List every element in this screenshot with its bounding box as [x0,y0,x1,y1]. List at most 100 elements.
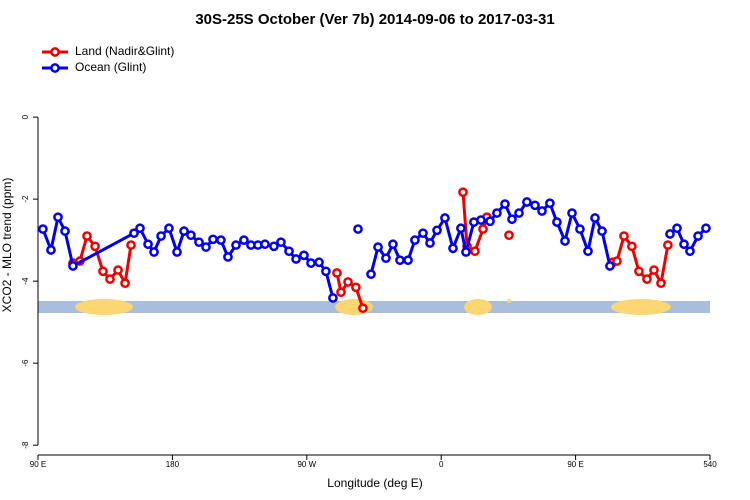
data-point [105,274,115,284]
data-point [530,200,540,211]
data-point [642,274,652,284]
data-point [38,224,48,234]
data-point [353,224,363,234]
data-point [634,266,644,277]
land-band [38,299,710,315]
data-point [223,252,233,262]
y-tick-label: -6 [21,359,30,367]
data-point [46,245,56,255]
data-point [410,235,420,245]
data-point [201,242,211,252]
data-point [627,241,637,252]
data-point [269,241,279,252]
data-point [514,208,524,218]
data-point [470,246,480,257]
data-point [260,239,270,250]
data-point [284,246,294,257]
data-point [366,269,376,280]
data-point [314,257,324,268]
data-point [693,231,703,241]
x-tick-label: 0 [439,460,444,469]
data-point [291,254,301,264]
y-axis-label: XCO2 - MLO trend (ppm) [0,178,14,313]
y-tick-label: -8 [21,441,30,449]
data-point [403,255,413,266]
data-point [216,235,226,245]
x-tick-label: 90 E [567,460,583,469]
data-point [149,247,159,257]
data-point [60,226,70,236]
x-tick-label: 90 W [297,460,316,469]
data-point [418,228,428,239]
data-point [306,258,316,268]
data-point [500,199,510,209]
data-point [164,223,174,234]
data-point [545,198,555,209]
data-point [456,223,466,234]
data-point [665,229,675,239]
data-point [583,246,593,257]
data-point [208,234,218,245]
data-point [672,223,682,234]
data-point [504,230,514,241]
data-point [351,282,361,293]
chart-title: 30S-25S October (Ver 7b) 2014-09-06 to 2… [195,11,554,28]
data-point [685,246,695,257]
data-point [649,265,659,275]
series [38,197,711,303]
data-point [395,255,405,266]
land-patch [611,299,671,315]
land-patch [464,299,492,315]
data-point [679,239,689,250]
data-point [239,235,249,245]
data-point [567,208,577,218]
data-point [299,250,309,261]
data-point [492,208,502,218]
data-point [135,223,145,234]
land-patch [75,299,133,315]
legend-label: Land (Nadir&Glint) [75,44,174,58]
data-point [537,206,547,216]
data-point [485,216,495,227]
data-point [605,261,615,271]
data-point [126,240,136,250]
data-point [522,197,532,207]
data-point [194,237,204,248]
data-point [156,231,166,241]
data-point [425,238,435,248]
data-point [68,261,78,271]
data-point [98,266,108,277]
data-point [552,217,562,227]
data-point [612,256,622,266]
data-point [113,265,123,275]
data-point [701,223,711,234]
series [68,187,673,314]
data-point [82,231,92,241]
data-point [120,278,130,289]
data-point [336,287,346,298]
legend-label: Ocean (Glint) [75,60,146,74]
data-point [321,266,331,277]
y-tick-label: -2 [21,195,30,203]
data-point [343,277,353,287]
data-point [381,253,391,264]
legend-marker [50,47,60,57]
data-point [461,247,471,257]
data-point [143,239,153,250]
data-point [476,215,486,225]
data-point [129,228,139,239]
data-point [90,241,100,252]
data-point [440,213,450,223]
data-point [663,240,673,250]
data-point [332,268,342,278]
data-point [373,242,383,252]
data-point [590,213,600,223]
x-tick-label: 540 [703,460,717,469]
y-tick-label: -4 [21,277,30,285]
data-point [478,224,488,234]
data-point [507,214,517,225]
data-point [619,231,629,241]
x-tick-label: 180 [166,460,180,469]
data-point [231,240,241,250]
